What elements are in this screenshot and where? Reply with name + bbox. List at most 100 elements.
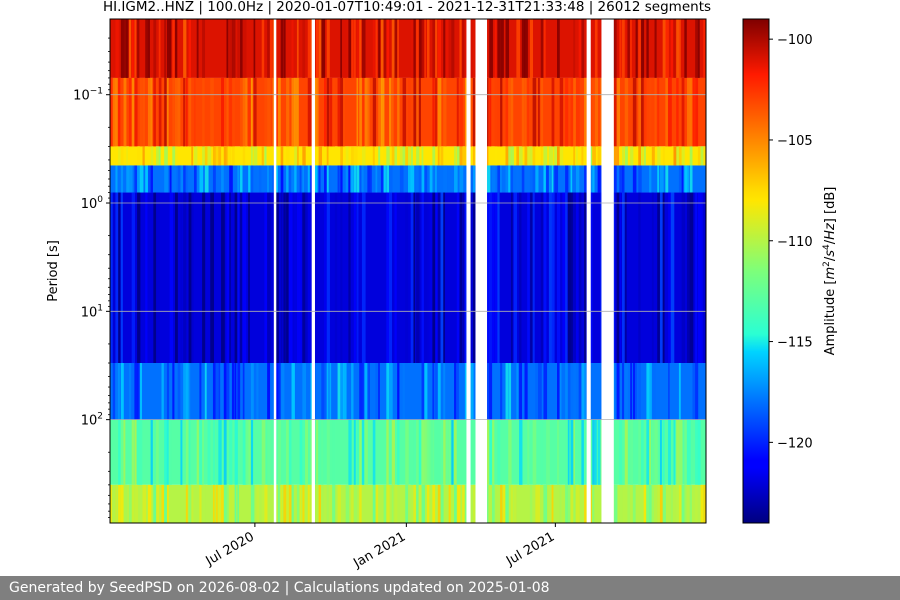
texture-cell [307, 484, 310, 523]
texture-cell [500, 165, 502, 193]
texture-cell [592, 484, 595, 523]
texture-cell [462, 146, 466, 166]
texture-cell [348, 419, 352, 485]
texture-cell [440, 484, 444, 523]
texture-cell [318, 146, 323, 166]
texture-cell [643, 77, 647, 147]
texture-cell [516, 165, 519, 193]
texture-cell [199, 484, 202, 523]
texture-cell [332, 484, 336, 523]
texture-cell [416, 146, 420, 166]
texture-cell [513, 484, 517, 523]
texture-cell [299, 419, 303, 485]
texture-cell [332, 419, 336, 485]
texture-cell [342, 77, 345, 147]
texture-cell [703, 484, 706, 523]
texture-cell [351, 165, 354, 193]
texture-cell [315, 77, 319, 147]
texture-cell [340, 77, 344, 147]
texture-cell [288, 192, 293, 364]
texture-cell [169, 419, 172, 485]
texture-cell [654, 77, 657, 147]
texture-cell [280, 192, 283, 364]
texture-cell [567, 192, 572, 364]
texture-cell [150, 77, 153, 147]
texture-cell [223, 419, 227, 485]
texture-cell [535, 484, 539, 523]
texture-cell [665, 77, 668, 147]
texture-cell [345, 146, 349, 166]
texture-cell [627, 484, 631, 523]
texture-cell [288, 165, 291, 193]
data-gap-5 [601, 19, 614, 523]
texture-cell [123, 19, 128, 78]
texture-cell [410, 19, 415, 78]
texture-cell [418, 484, 423, 523]
y-tick-label-0: 10−1 [73, 87, 103, 104]
texture-cell [383, 19, 387, 78]
texture-cell [570, 77, 574, 147]
texture-cell [367, 363, 370, 420]
texture-cell [212, 419, 216, 485]
texture-cell [405, 484, 409, 523]
texture-cell [700, 484, 704, 523]
texture-cell [581, 363, 585, 420]
chart-title: HI.IGM2..HNZ | 100.0Hz | 2020-01-07T10:4… [103, 0, 711, 15]
texture-cell [570, 484, 574, 523]
texture-cell [627, 19, 630, 78]
texture-cell [242, 192, 247, 364]
texture-cell [543, 363, 548, 420]
texture-cell [456, 484, 461, 523]
texture-cell [584, 192, 587, 364]
texture-cell [657, 192, 661, 364]
texture-cell [286, 419, 290, 485]
texture-cell [318, 484, 322, 523]
texture-cell [424, 363, 428, 420]
texture-cell [527, 146, 531, 166]
texture-cell [153, 484, 158, 523]
texture-cell [394, 146, 398, 166]
texture-cell [557, 146, 560, 166]
texture-cell [573, 192, 577, 364]
texture-cell [405, 419, 409, 485]
texture-cell [613, 77, 618, 147]
texture-cell [394, 484, 398, 523]
texture-cell [508, 419, 512, 485]
texture-cell [345, 165, 348, 193]
texture-cell [684, 165, 689, 193]
texture-cell [137, 419, 141, 485]
texture-cell [567, 419, 570, 485]
texture-cell [221, 484, 225, 523]
texture-cell [131, 19, 134, 78]
texture-cell [405, 146, 409, 166]
texture-cell [649, 419, 651, 485]
texture-cell [529, 19, 534, 78]
texture-cell [253, 19, 256, 78]
cbar-tick-label-0: −100 [777, 33, 813, 48]
texture-cell [299, 165, 302, 193]
texture-cell [418, 419, 421, 485]
texture-cell [361, 192, 366, 364]
spectrogram-plot-area [110, 19, 706, 523]
texture-cell [613, 484, 618, 523]
texture-cell [448, 19, 452, 78]
texture-cell [573, 77, 576, 147]
texture-cell [296, 146, 299, 166]
texture-cell [421, 165, 425, 193]
texture-cell [115, 77, 118, 147]
texture-cell [242, 19, 247, 78]
texture-cell [662, 419, 665, 485]
texture-cell [432, 165, 435, 193]
texture-cell [264, 77, 268, 147]
texture-cell [391, 146, 395, 166]
texture-cell [681, 484, 686, 523]
texture-cell [659, 419, 662, 485]
texture-cell [147, 165, 152, 193]
texture-cell [120, 419, 124, 485]
texture-cell [413, 192, 416, 364]
texture-cell [516, 19, 520, 78]
texture-cell [500, 363, 503, 420]
texture-cell [630, 19, 632, 78]
texture-cell [307, 19, 311, 78]
texture-cell [565, 363, 569, 420]
